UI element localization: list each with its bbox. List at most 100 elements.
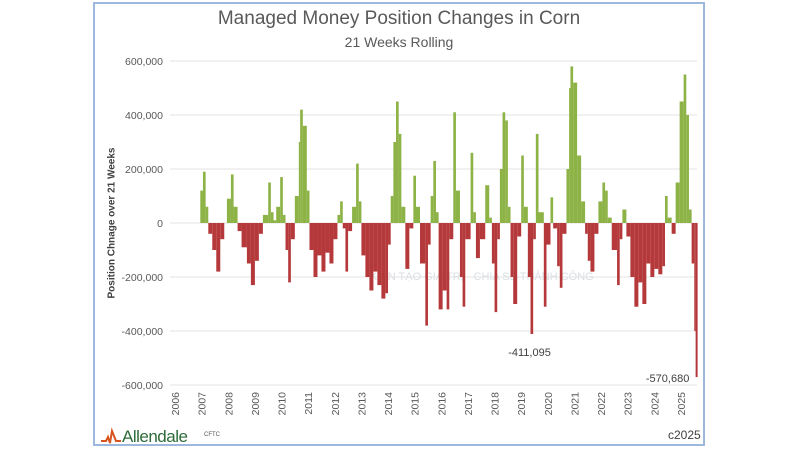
bar: [258, 223, 263, 234]
bar: [619, 223, 623, 240]
bar: [585, 223, 588, 234]
bar: [438, 223, 443, 310]
bar: [356, 163, 359, 223]
bar: [212, 223, 217, 250]
bar: [388, 223, 391, 245]
bar: [679, 101, 684, 223]
bar: [485, 185, 490, 223]
bar: [230, 174, 234, 223]
bar: [559, 223, 563, 288]
bar: [329, 223, 334, 264]
bar: [205, 206, 209, 223]
x-tick-label: 2007: [197, 392, 209, 416]
bar: [581, 201, 586, 223]
bar: [502, 112, 506, 223]
bar: [590, 223, 595, 272]
x-tick-label: 2018: [490, 392, 502, 416]
bar: [479, 223, 486, 240]
bar: [473, 212, 476, 223]
bar: [254, 223, 259, 261]
bar: [594, 223, 599, 234]
bar: [340, 201, 343, 223]
bar: [470, 152, 474, 223]
bar: [419, 223, 426, 264]
bar: [427, 223, 431, 245]
copyright-label: c2025: [668, 428, 701, 442]
bar: [686, 115, 689, 223]
bar: [398, 133, 402, 223]
bar: [446, 223, 450, 310]
bar: [675, 182, 680, 223]
bar: [602, 182, 606, 223]
bar: [294, 196, 299, 223]
bar: [285, 223, 289, 250]
bar: [373, 223, 378, 272]
bar: [290, 223, 295, 240]
bar: [449, 223, 454, 240]
x-tick-label: 2024: [649, 392, 661, 416]
x-tick-label: 2015: [410, 392, 422, 416]
bar: [280, 177, 283, 223]
bar: [233, 206, 238, 223]
bar: [497, 223, 500, 240]
bar: [630, 223, 635, 277]
bar: [505, 120, 508, 223]
y-tick-label: 600,000: [125, 56, 163, 68]
bar: [337, 214, 341, 223]
logo-mark-icon: [101, 427, 121, 444]
x-tick-label: 2008: [223, 392, 235, 416]
chart-title: Managed Money Position Changes in Corn: [217, 8, 581, 29]
bar: [546, 223, 551, 245]
bar: [527, 223, 531, 277]
bar: [538, 212, 544, 223]
bar: [562, 223, 567, 234]
bar: [570, 66, 574, 224]
data-label: -411,095: [508, 347, 551, 359]
allendale-logo: Allendale: [100, 424, 188, 447]
bar: [533, 223, 536, 240]
bar: [455, 190, 460, 223]
bar: [523, 206, 528, 223]
bar: [317, 223, 322, 256]
bar: [695, 223, 698, 378]
bar: [262, 214, 269, 223]
bar: [691, 223, 695, 264]
bar: [202, 171, 206, 223]
bar: [543, 223, 547, 307]
bar: [435, 212, 439, 223]
bar: [658, 223, 663, 275]
bar: [288, 223, 291, 283]
bar: [416, 206, 420, 223]
bar: [566, 169, 570, 223]
x-tick-label: 2022: [596, 392, 608, 416]
bar: [605, 190, 608, 223]
y-tick-label: -200,000: [122, 272, 164, 284]
bar: [250, 223, 255, 286]
bar: [282, 214, 286, 223]
bar: [475, 223, 480, 259]
x-tick-label: 2011: [303, 392, 315, 415]
bar: [453, 112, 456, 223]
bar: [517, 223, 522, 237]
y-tick-label: 0: [157, 218, 163, 230]
bar: [430, 196, 434, 223]
bar: [226, 198, 231, 223]
bar: [401, 206, 406, 223]
bar: [553, 223, 558, 229]
bar: [365, 223, 370, 277]
bar: [321, 223, 326, 272]
bar: [507, 206, 511, 223]
bar: [617, 223, 620, 286]
x-tick-label: 2016: [436, 392, 448, 416]
bar: [342, 223, 346, 229]
bar: [510, 223, 514, 277]
bar: [494, 223, 498, 313]
x-tick-label: 2014: [383, 392, 395, 416]
chart-frame: [93, 2, 705, 446]
bar: [622, 209, 627, 223]
bar: [246, 223, 251, 264]
bar: [459, 223, 463, 277]
bar: [381, 223, 386, 299]
bar: [634, 223, 639, 307]
